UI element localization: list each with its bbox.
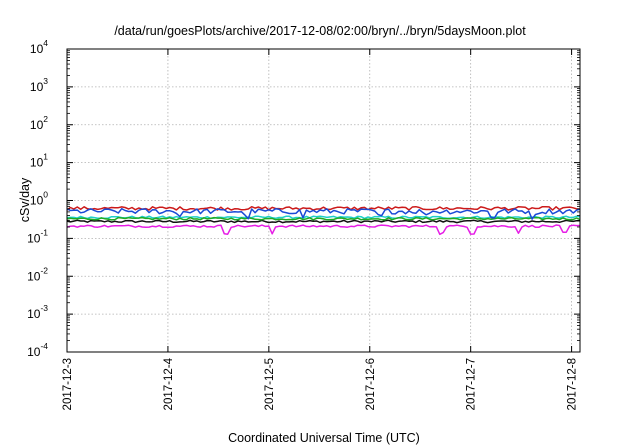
grid <box>66 49 580 352</box>
series-line <box>66 216 581 221</box>
chart-title: /data/run/goesPlots/archive/2017-12-08/0… <box>114 24 526 38</box>
y-axis-label: cSv/day <box>18 177 32 222</box>
x-tick-label: 2017-12-3 <box>62 358 74 410</box>
y-tick-label: 102 <box>30 114 48 132</box>
ticks <box>66 48 580 353</box>
x-axis-label: Coordinated Universal Time (UTC) <box>228 431 420 445</box>
x-tick-label: 2017-12-7 <box>466 358 478 410</box>
series-line <box>66 205 581 211</box>
y-tick-label: 103 <box>30 76 48 94</box>
y-tick-label: 101 <box>30 152 48 170</box>
y-tick-label: 104 <box>30 38 48 56</box>
x-tick-label: 2017-12-8 <box>567 358 579 410</box>
x-tick-label: 2017-12-5 <box>264 358 276 410</box>
series-line <box>66 207 581 220</box>
y-tick-label: 10-4 <box>27 341 48 359</box>
y-tick-label: 10-1 <box>27 227 48 245</box>
y-tick-labels: 10-4 10-3 10-2 10-1 100 101 102 103 104 <box>27 38 48 359</box>
x-tick-label: 2017-12-4 <box>163 357 175 410</box>
y-tick-label: 10-3 <box>27 303 48 321</box>
series-layer <box>66 205 581 236</box>
x-tick-labels: 2017-12-3 2017-12-4 2017-12-5 2017-12-6 2017… <box>62 357 579 410</box>
y-tick-label: 100 <box>30 190 48 208</box>
series-line <box>66 224 581 236</box>
series-line <box>66 219 581 224</box>
x-tick-label: 2017-12-6 <box>365 358 377 410</box>
y-tick-label: 10-2 <box>27 265 48 283</box>
